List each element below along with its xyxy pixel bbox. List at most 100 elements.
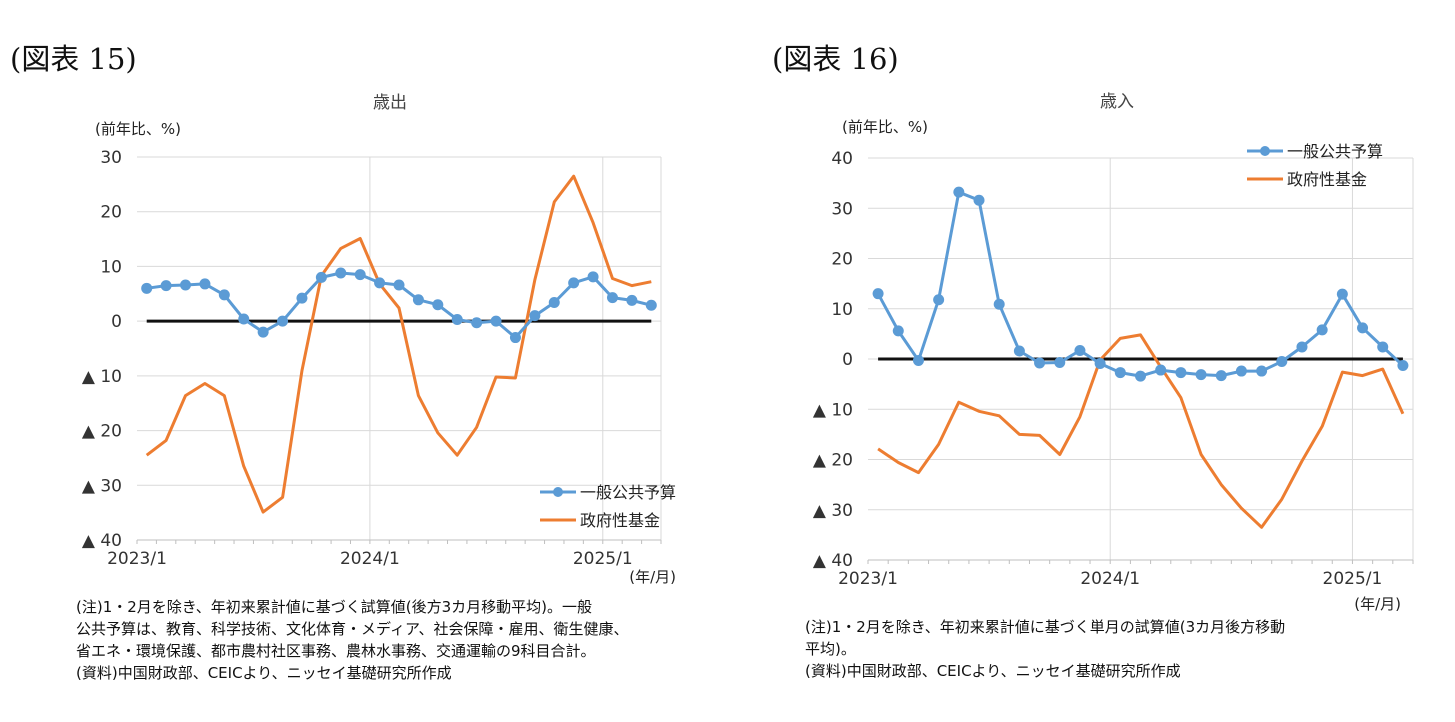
y-axis-label: (前年比、%) — [842, 118, 928, 136]
data-point — [1195, 369, 1207, 381]
x-tick-label: 2024/1 — [340, 549, 400, 569]
data-point — [471, 317, 483, 329]
data-point — [1013, 345, 1025, 357]
data-point — [335, 267, 347, 279]
figure-notes: (注)1・2月を除き、年初来累計値に基づく試算値(後方3カ月移動平均)。一般 公… — [76, 596, 706, 684]
y-axis-label: (前年比、%) — [95, 120, 181, 138]
data-point — [1336, 288, 1348, 300]
data-point — [277, 315, 289, 327]
x-axis-label: (年/月) — [629, 568, 676, 586]
y-tick-label: ▲ 20 — [82, 422, 122, 442]
source-line: (資料)中国財政部、CEICより、ニッセイ基礎研究所作成 — [76, 664, 452, 682]
data-point — [1256, 365, 1268, 377]
data-point — [1135, 370, 1146, 382]
data-point — [1316, 324, 1328, 336]
data-point — [451, 314, 463, 326]
data-point — [490, 315, 502, 327]
figure-label: (図表 15) — [10, 42, 137, 76]
data-point — [973, 194, 985, 206]
data-point — [933, 294, 945, 306]
legend-label: 一般公共予算 — [580, 483, 676, 502]
figure-label: (図表 16) — [772, 42, 899, 76]
x-tick-label: 2024/1 — [1080, 569, 1140, 589]
data-point — [315, 271, 327, 283]
data-point — [141, 282, 153, 294]
data-point — [1357, 322, 1369, 334]
data-point — [509, 332, 521, 344]
panel-figure-15: (図表 15) 30 20 10 0 ▲ 10 ▲ 20 ▲ 30 ▲ 40 2023/1 202… — [0, 0, 727, 722]
data-point — [892, 325, 904, 337]
y-tick-label: ▲ 10 — [813, 400, 853, 420]
y-tick-label: ▲ 30 — [813, 501, 853, 521]
data-point — [1094, 358, 1106, 370]
series-line — [876, 190, 1404, 378]
note-line: (注)1・2月を除き、年初来累計値に基づく試算値(後方3カ月移動平均)。一般 — [76, 598, 592, 616]
data-point — [1377, 341, 1389, 353]
data-point — [180, 279, 192, 291]
source-line: (資料)中国財政部、CEICより、ニッセイ基礎研究所作成 — [805, 662, 1181, 680]
data-point — [606, 292, 618, 304]
data-point — [1034, 357, 1046, 369]
data-point — [1074, 344, 1086, 356]
y-tick-label: 30 — [100, 148, 122, 168]
data-point — [626, 294, 638, 306]
data-point — [412, 294, 424, 306]
y-tick-label: 20 — [100, 203, 122, 223]
data-point — [238, 313, 250, 325]
note-line: 公共予算は、教育、科学技術、文化体育・メディア、社会保障・雇用、衛生健康、 — [76, 620, 629, 638]
x-tick-label: 2023/1 — [107, 549, 167, 569]
data-point — [1054, 357, 1066, 369]
data-point — [993, 298, 1005, 310]
legend-label: 政府性基金 — [1287, 170, 1367, 189]
data-point — [1397, 360, 1409, 372]
data-point — [393, 279, 405, 291]
data-point — [587, 271, 599, 283]
data-point — [568, 277, 580, 289]
y-tick-label: 40 — [831, 149, 853, 169]
y-tick-label: ▲ 10 — [82, 367, 122, 387]
data-point — [218, 289, 230, 301]
y-tick-label: ▲ 30 — [82, 476, 122, 496]
data-point — [374, 277, 386, 289]
note-line: 省エネ・環境保護、都市農村社区事務、農林水事務、交通運輸の9科目合計。 — [76, 642, 596, 660]
data-point — [529, 310, 541, 322]
y-tick-label: 0 — [111, 312, 122, 332]
data-point — [1276, 356, 1288, 368]
data-point — [199, 278, 211, 290]
data-point — [645, 299, 657, 311]
panel-figure-16: (図表 16) 40 30 20 10 0 ▲ 10 ▲ 20 ▲ 30 ▲ 40 2023/1 2… — [727, 0, 1454, 722]
data-point — [1114, 367, 1126, 379]
y-tick-label: ▲ 40 — [813, 551, 853, 571]
note-line: (注)1・2月を除き、年初来累計値に基づく単月の試算値(3カ月後方移動 — [805, 618, 1286, 636]
series-line — [145, 174, 652, 514]
legend-marker — [553, 487, 563, 497]
y-tick-label: 10 — [100, 257, 122, 277]
y-tick-label: 30 — [831, 199, 853, 219]
y-tick-label: 0 — [842, 350, 853, 370]
data-point — [1215, 370, 1227, 382]
figure-notes: (注)1・2月を除き、年初来累計値に基づく単月の試算値(3カ月後方移動 平均)。… — [805, 616, 1425, 682]
chart-title: 歳入 — [1100, 92, 1134, 112]
data-point — [953, 186, 965, 198]
note-line: 平均)。 — [805, 640, 856, 658]
data-point — [296, 292, 308, 304]
data-point — [1235, 365, 1247, 377]
x-tick-label: 2023/1 — [838, 569, 898, 589]
data-point — [432, 299, 444, 311]
y-tick-label: 20 — [831, 250, 853, 270]
data-point — [1296, 341, 1308, 353]
legend-label: 一般公共予算 — [1287, 142, 1383, 161]
y-tick-label: 10 — [831, 300, 853, 320]
data-point — [354, 269, 366, 281]
x-tick-label: 2025/1 — [573, 549, 633, 569]
data-point — [872, 288, 884, 300]
legend-label: 政府性基金 — [580, 511, 660, 530]
x-tick-label: 2025/1 — [1323, 569, 1383, 589]
y-tick-label: ▲ 40 — [82, 531, 122, 551]
data-point — [257, 326, 269, 338]
legend-marker — [1260, 146, 1270, 156]
data-point — [1155, 364, 1167, 376]
data-point — [912, 355, 924, 367]
data-point — [160, 280, 172, 292]
